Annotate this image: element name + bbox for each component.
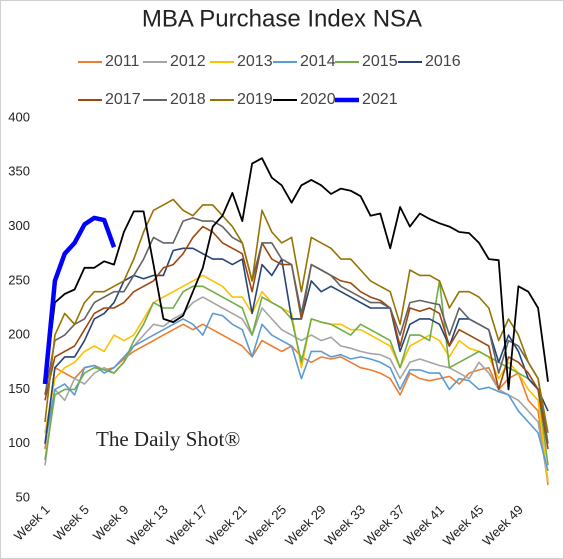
legend-label: 2017 <box>105 91 141 108</box>
legend-label: 2014 <box>300 53 336 70</box>
y-tick-label: 250 <box>8 272 30 287</box>
legend-label: 2011 <box>105 53 140 70</box>
series-line <box>44 217 549 444</box>
y-tick-label: 300 <box>8 218 30 233</box>
series-line <box>44 198 549 434</box>
legend-label: 2018 <box>170 91 206 108</box>
chart-title: MBA Purchase Index NSA <box>142 5 422 32</box>
y-tick-label: 150 <box>8 381 30 396</box>
y-tick-label: 350 <box>8 164 30 179</box>
series-line <box>44 157 549 391</box>
watermark: The Daily Shot® <box>96 427 240 451</box>
series-line <box>44 247 549 444</box>
y-tick-label: 50 <box>16 489 30 504</box>
series-line <box>44 280 549 466</box>
legend-label: 2019 <box>237 91 273 108</box>
series-line <box>42 215 117 385</box>
legend-label: 2012 <box>170 53 206 70</box>
y-tick-label: 100 <box>8 435 30 450</box>
legend-label: 2016 <box>425 53 461 70</box>
y-tick-label: 200 <box>8 327 30 342</box>
legend-label: 2013 <box>237 53 273 70</box>
legend-label: 2020 <box>300 91 336 108</box>
legend-label: 2021 <box>362 91 398 108</box>
legend-label: 2015 <box>362 53 398 70</box>
y-tick-label: 400 <box>8 109 30 124</box>
